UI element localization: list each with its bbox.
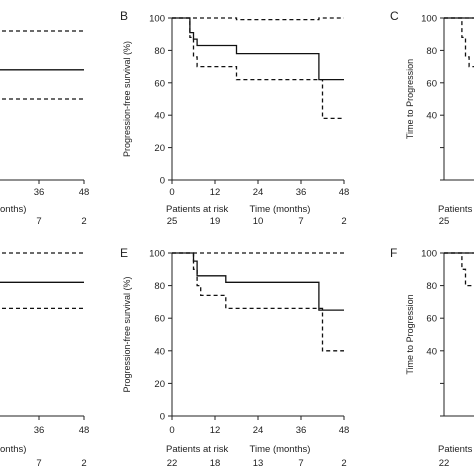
x-tick-label: 36 — [34, 425, 45, 436]
x-tick-label: 24 — [253, 425, 264, 436]
x-tick-label: 12 — [210, 187, 221, 198]
x-tick-label: 36 — [296, 425, 307, 436]
panel-letter: F — [390, 246, 397, 260]
x-tick-label: 48 — [339, 425, 350, 436]
risk-count: 10 — [253, 216, 264, 227]
y-tick-label: 60 — [154, 78, 165, 89]
y-tick-label: 40 — [154, 346, 165, 357]
risk-count: 7 — [298, 216, 303, 227]
risk-count: 2 — [81, 216, 86, 227]
y-tick-label: 40 — [426, 346, 437, 357]
risk-table-label: Patients at risk — [438, 444, 474, 455]
x-tick-label: 24 — [253, 187, 264, 198]
risk-count: 19 — [210, 216, 221, 227]
panel-letter: B — [120, 9, 128, 23]
series-line-solid — [172, 252, 344, 311]
y-tick-label: 100 — [149, 249, 165, 260]
x-tick-label: 36 — [34, 187, 45, 198]
series-line-dashed — [172, 17, 344, 120]
series-line-dashed — [172, 17, 344, 21]
x-axis-title: Time (months) — [250, 204, 311, 215]
panel-d: 36 48 onths) 7 2 — [0, 252, 90, 469]
series-line-dashed — [172, 252, 344, 352]
y-tick-label: 60 — [426, 314, 437, 325]
panel-a: 36 48 onths) 7 2 — [0, 30, 90, 227]
risk-count: 2 — [341, 216, 346, 227]
y-tick-label: 20 — [154, 379, 165, 390]
risk-table-label: Patients at risk — [166, 444, 229, 455]
y-tick-label: 80 — [426, 46, 437, 57]
y-tick-label: 80 — [154, 46, 165, 57]
x-tick-label: 0 — [169, 187, 174, 198]
y-axis-title: Time to Progression — [405, 294, 415, 374]
x-tick-label: 12 — [210, 425, 221, 436]
y-axis-title: Progression-free survival (%) — [122, 276, 132, 392]
series-line-dashed — [444, 17, 474, 68]
y-tick-label: 40 — [154, 111, 165, 122]
risk-count: 25 — [439, 216, 450, 227]
panel-b: 0 20 40 60 80 100 0 12 24 36 48 Time (months) Progre… — [120, 9, 349, 227]
x-axis-title: onths) — [0, 204, 26, 215]
risk-count: 7 — [36, 458, 41, 469]
y-tick-label: 80 — [154, 281, 165, 292]
risk-table-label: Patients at risk — [166, 204, 229, 215]
y-tick-label: 100 — [149, 14, 165, 25]
risk-count: 22 — [167, 458, 178, 469]
panel-c: 40 60 80 100 Time to Progression C Patients at… — [390, 9, 474, 227]
x-tick-label: 48 — [339, 187, 350, 198]
y-tick-label: 40 — [426, 111, 437, 122]
risk-count: 13 — [253, 458, 264, 469]
y-tick-label: 100 — [421, 249, 437, 260]
risk-table-label: Patients at risk — [438, 204, 474, 215]
y-tick-label: 80 — [426, 281, 437, 292]
y-tick-label: 20 — [154, 143, 165, 154]
x-tick-label: 48 — [79, 425, 90, 436]
risk-count: 7 — [36, 216, 41, 227]
x-tick-label: 48 — [79, 187, 90, 198]
panel-letter: C — [390, 9, 399, 23]
y-tick-label: 0 — [160, 412, 165, 423]
y-tick-label: 100 — [421, 14, 437, 25]
panel-letter: E — [120, 246, 128, 260]
y-tick-label: 60 — [154, 314, 165, 325]
risk-count: 2 — [341, 458, 346, 469]
y-axis-title: Progression-free survival (%) — [122, 41, 132, 157]
panel-f: 40 60 80 100 Time to Progression F Patients at… — [390, 246, 474, 469]
risk-count: 18 — [210, 458, 221, 469]
y-tick-label: 0 — [160, 176, 165, 187]
risk-count: 2 — [81, 458, 86, 469]
risk-count: 25 — [167, 216, 178, 227]
panel-e: 0 20 40 60 80 100 0 12 24 36 48 Time (months) Progre… — [120, 246, 349, 469]
series-line-solid — [172, 17, 344, 81]
y-tick-label: 60 — [426, 78, 437, 89]
series-line-dashed — [444, 252, 474, 287]
risk-count: 7 — [298, 458, 303, 469]
x-axis-title: onths) — [0, 444, 26, 455]
y-axis-title: Time to Progression — [405, 59, 415, 139]
x-tick-label: 0 — [169, 425, 174, 436]
risk-count: 22 — [439, 458, 450, 469]
x-tick-label: 36 — [296, 187, 307, 198]
x-axis-title: Time (months) — [250, 444, 311, 455]
